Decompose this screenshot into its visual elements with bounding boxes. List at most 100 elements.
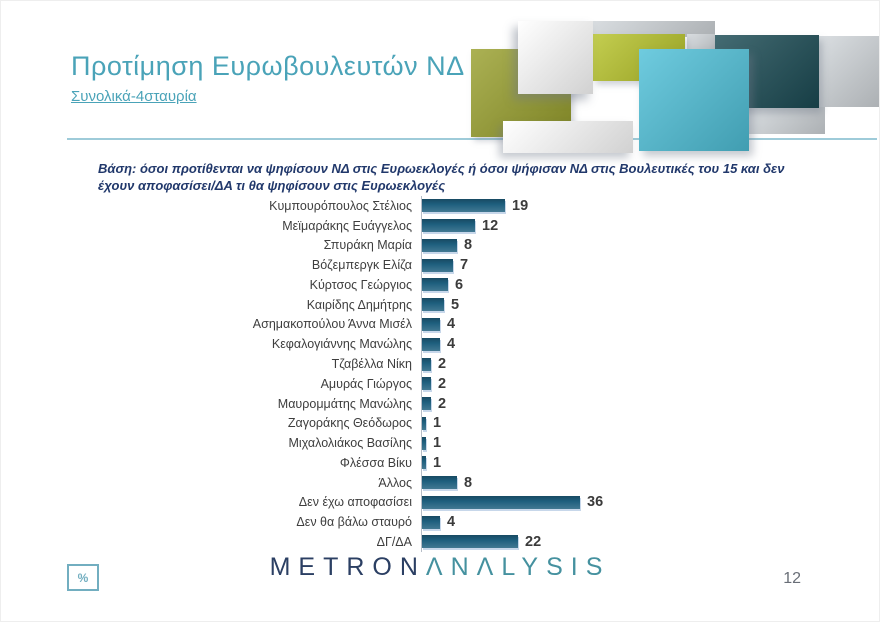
bar-track: 12 [421,215,603,236]
category-label: Καιρίδης Δημήτρης [306,297,412,312]
bar-track: 5 [421,294,603,315]
chart-row: Φλέσσα Βίκυ 1 [101,452,603,473]
decor-square-dark-teal [715,35,819,108]
category-label: Κυμπουρόπουλος Στέλιος [269,198,412,213]
bar [422,199,505,213]
bar-track: 1 [421,452,603,473]
bar [422,535,518,549]
header-divider [67,138,877,140]
category-label: Φλέσσα Βίκυ [339,455,412,470]
bar [422,258,453,272]
category-label: Δεν θα βάλω σταυρό [296,515,412,530]
bar-track: 1 [421,433,603,453]
logo-text-metron: METRON [269,553,426,581]
metron-analysis-logo: METRONΛNΛLYSIS [1,553,879,582]
bar-track: 2 [421,373,603,394]
chart-row: Μαυρομμάτης Μανώλης 2 [101,393,603,414]
value-label: 1 [433,435,442,452]
category-label: Κεφαλογιάννης Μανώλης [271,337,412,352]
chart-row: Κύρτσος Γεώργιος 6 [101,275,603,295]
chart-row: Κεφαλογιάννης Μανώλης 4 [101,334,603,355]
decor-squares [461,19,879,159]
value-label: 6 [455,276,464,293]
value-label: 22 [525,533,542,550]
bar [422,436,426,450]
category-label: ΔΓ/ΔΑ [376,534,412,549]
page-title: Προτίμηση Ευρωβουλευτών ΝΔ [71,51,465,81]
value-label: 4 [447,514,456,531]
bar [422,317,440,331]
chart-row: Βόζεμπεργκ Ελίζα 7 [101,255,603,276]
category-label: Μιχαλολιάκος Βασίλης [288,436,413,451]
logo-text-analysis: ΛNΛLYSIS [425,553,611,581]
chart-row: Ασημακοπούλου Άννα Μισέλ 4 [101,314,603,335]
value-label: 4 [447,316,456,333]
bar-track: 4 [421,334,603,355]
base-note: Βάση: όσοι προτίθενται να ψηφίσουν ΝΔ στ… [98,161,785,194]
decor-square-gray-right [819,36,879,107]
bar [422,298,444,312]
value-label: 1 [433,454,442,471]
decor-square-gray-band [749,107,825,134]
value-label: 2 [438,375,447,392]
bar [422,416,426,430]
chart-row: Μιχαλολιάκος Βασίλης 1 [101,433,603,453]
bar-track: 6 [421,275,603,295]
bar [422,219,475,233]
bar [422,515,440,529]
bar-track: 36 [421,492,604,513]
bar [422,337,440,351]
category-label: Βόζεμπεργκ Ελίζα [311,258,412,273]
chart-row: Σπυράκη Μαρία 8 [101,235,603,256]
decor-square-white-bottom [503,121,633,153]
category-label: Τζαβέλλα Νίκη [331,357,412,371]
bar [422,357,431,371]
bar-track: 4 [421,314,603,335]
bar [422,495,580,509]
bar-chart-rows: Κυμπουρόπουλος Στέλιος 19 Μεϊμαράκης Ευάγγ… [101,196,603,552]
bar-chart: Κυμπουρόπουλος Στέλιος 19 Μεϊμαράκης Ευάγγ… [101,196,603,552]
chart-row: Δεν έχω αποφασίσει 36 [101,492,604,513]
decor-square-light-teal [639,49,749,151]
bar-track: 1 [421,413,603,434]
bar-track: 8 [421,235,603,256]
bar-track: 22 [421,532,603,552]
chart-row: Ζαγοράκης Θεόδωρος 1 [101,413,603,434]
bar [422,456,426,470]
chart-row: Δεν θα βάλω σταυρό 4 [101,512,603,533]
bar-track: 2 [421,393,603,414]
category-label: Μεϊμαράκης Ευάγγελος [282,218,412,233]
bar [422,397,431,411]
page-subtitle: Συνολικά-4σταυρία [71,88,197,105]
chart-row: Κυμπουρόπουλος Στέλιος 19 [101,196,603,216]
category-label: Σπυράκη Μαρία [323,238,412,253]
value-label: 4 [447,336,456,353]
value-label: 8 [464,474,473,491]
category-label: Ασημακοπούλου Άννα Μισέλ [252,317,412,332]
value-label: 2 [438,395,447,412]
page-number: 12 [783,570,801,587]
chart-row: Άλλος 8 [101,472,603,493]
bar [422,377,431,391]
bar-track: 2 [421,354,603,374]
value-label: 1 [433,415,442,432]
bar-track: 4 [421,512,603,533]
chart-row: Τζαβέλλα Νίκη 2 [101,354,603,374]
bar [422,238,457,252]
value-label: 8 [464,237,473,254]
value-label: 7 [460,257,469,274]
bar [422,476,457,490]
chart-row: Καιρίδης Δημήτρης 5 [101,294,603,315]
bar-track: 19 [421,196,603,216]
chart-row: ΔΓ/ΔΑ 22 [101,532,603,552]
chart-row: Αμυράς Γιώργος 2 [101,373,603,394]
category-label: Αμυράς Γιώργος [320,376,412,391]
chart-row: Μεϊμαράκης Ευάγγελος 12 [101,215,603,236]
bar [422,278,448,292]
value-label: 36 [587,494,604,511]
value-label: 12 [482,217,499,234]
percent-unit-box: % [67,564,99,591]
value-label: 5 [451,296,460,313]
value-label: 2 [438,356,447,372]
